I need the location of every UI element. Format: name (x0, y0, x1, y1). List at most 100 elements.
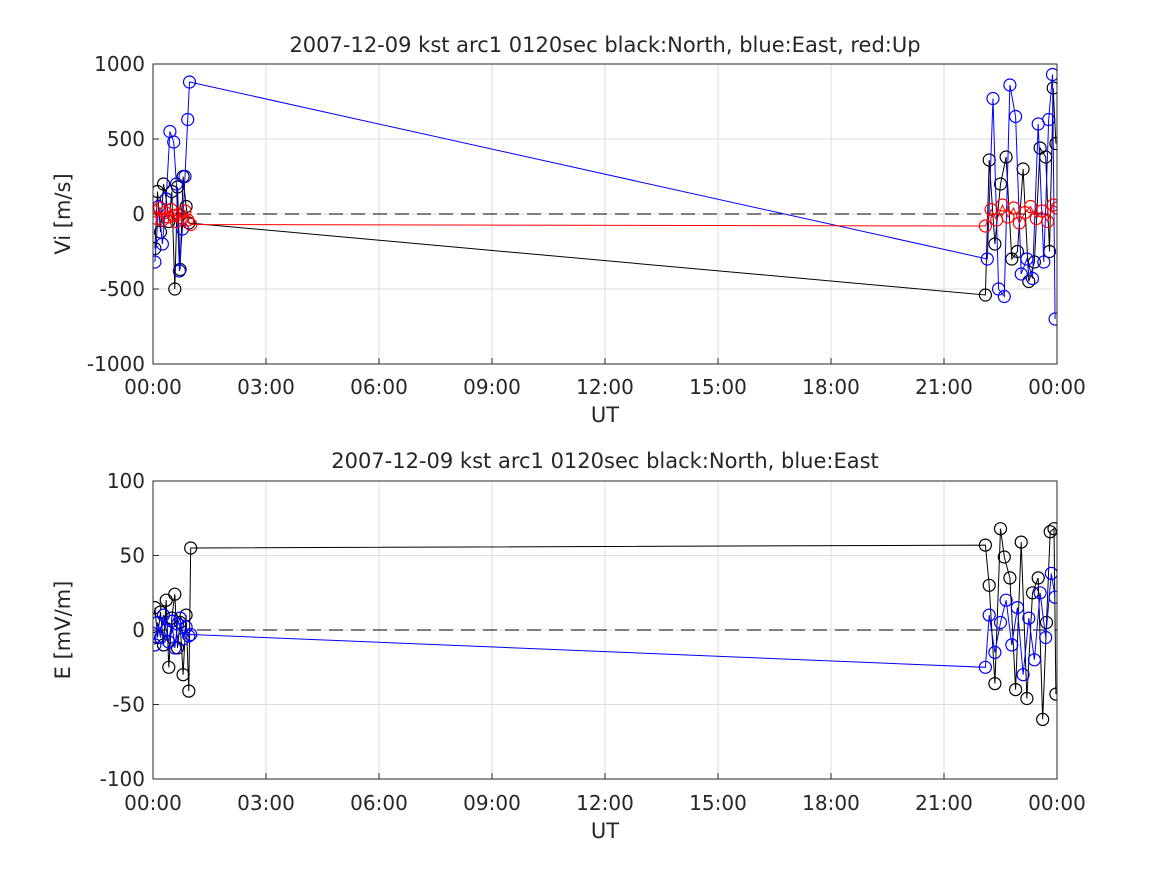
data-point-east (179, 620, 193, 634)
data-point-up (1046, 198, 1057, 212)
data-point-east (184, 627, 198, 642)
data-point-east (170, 617, 185, 631)
y-tick-label: 0 (132, 202, 145, 226)
data-point-north (988, 676, 1002, 691)
y-tick-label: 100 (107, 469, 145, 493)
data-point-east (999, 593, 1013, 607)
x-tick-label: 03:00 (237, 375, 295, 399)
data-point-north (168, 282, 182, 296)
data-point-east (181, 112, 195, 127)
x-tick-label: 00:00 (1028, 791, 1086, 815)
data-point-up (178, 204, 192, 218)
data-point-up (1035, 204, 1049, 218)
data-point-east (986, 91, 1000, 106)
y-tick-label: -500 (100, 277, 145, 301)
data-point-north (1043, 525, 1057, 539)
data-point-east (988, 645, 1002, 660)
data-point-north (999, 150, 1013, 164)
data-point-north (1022, 274, 1036, 289)
data-point-north (1010, 244, 1025, 259)
chart-title: 2007-12-09 kst arc1 0120sec black:North,… (289, 33, 920, 57)
data-point-north (988, 237, 1002, 251)
plot-area (153, 67, 1057, 326)
data-point-east (168, 641, 182, 655)
plot-area (153, 522, 1057, 727)
data-point-east (1037, 255, 1051, 269)
data-point-north (1027, 255, 1042, 269)
x-axis-label: UT (591, 403, 619, 427)
y-tick-label: -1000 (87, 352, 145, 376)
data-point-east (153, 255, 162, 269)
y-tick-label: -100 (100, 767, 145, 791)
x-axis-label: UT (591, 819, 619, 843)
data-point-east (178, 169, 192, 184)
y-tick-label: -50 (112, 693, 145, 717)
data-point-east (167, 135, 181, 149)
data-point-north (168, 587, 182, 601)
data-point-north (156, 177, 171, 191)
data-point-east (993, 615, 1008, 630)
data-point-north (1014, 535, 1028, 549)
x-tick-label: 06:00 (350, 375, 408, 399)
data-point-east (1044, 566, 1057, 580)
data-point-north (1036, 712, 1050, 727)
series-east (153, 67, 1057, 326)
series-line-up (153, 203, 1057, 227)
data-point-up (158, 205, 172, 220)
series-line-east (154, 74, 1056, 320)
data-point-east (1048, 312, 1057, 326)
data-point-up (1023, 199, 1038, 214)
data-point-up (164, 202, 178, 217)
x-tick-label: 09:00 (463, 791, 521, 815)
data-point-east (1033, 586, 1047, 600)
data-point-north (162, 660, 176, 674)
data-point-up (167, 208, 181, 223)
data-point-east (1025, 271, 1040, 286)
data-point-east (1008, 109, 1023, 124)
data-point-north (176, 668, 190, 682)
series-up (153, 198, 1057, 233)
series-east (153, 566, 1057, 682)
data-point-east (1022, 611, 1036, 625)
x-tick-label: 15:00 (689, 375, 747, 399)
velocity-panel: 00:00 03:00 06:00 09:00 12:00 15:00 18:00 21:00… (51, 33, 1086, 427)
data-point-north (1049, 687, 1057, 701)
data-point-up (1050, 201, 1057, 215)
data-point-north (978, 538, 993, 552)
data-point-up (984, 202, 998, 217)
data-point-up (1012, 216, 1026, 230)
x-tick-label: 12:00 (576, 375, 634, 399)
y-axis-label: Vi [m/s] (51, 173, 75, 254)
data-point-east (1003, 78, 1017, 92)
x-tick-label: 18:00 (802, 375, 860, 399)
data-point-north (1025, 586, 1040, 600)
data-point-east (1016, 668, 1030, 682)
x-tick-label: 18:00 (802, 791, 860, 815)
data-point-up (978, 219, 993, 233)
data-point-up (1007, 201, 1021, 215)
data-point-east (173, 611, 187, 625)
data-point-north (1008, 682, 1023, 697)
x-tick-label: 15:00 (689, 791, 747, 815)
data-point-north (1047, 522, 1057, 536)
y-tick-label: 1000 (94, 52, 145, 76)
x-tick-label: 06:00 (350, 791, 408, 815)
data-point-east (169, 177, 183, 191)
data-point-north (153, 605, 168, 619)
data-point-east (1045, 67, 1057, 82)
data-point-east (997, 289, 1011, 304)
data-point-north (179, 199, 193, 214)
data-point-north (982, 578, 996, 592)
data-point-north (978, 288, 993, 302)
data-point-east (172, 264, 186, 278)
axes-frame (152, 480, 1058, 780)
data-point-north (993, 522, 1008, 536)
data-point-east (155, 237, 169, 251)
data-point-east (1020, 252, 1034, 266)
data-point-east (982, 608, 996, 622)
data-point-north (1049, 136, 1057, 151)
x-tick-label: 00:00 (1028, 375, 1086, 399)
data-point-north (993, 177, 1008, 191)
y-axis-label: E [mV/m] (51, 581, 75, 680)
data-point-up (184, 217, 198, 232)
